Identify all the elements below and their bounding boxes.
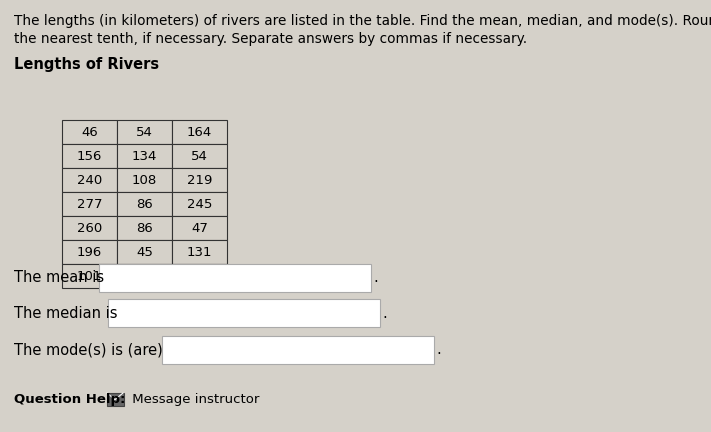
Text: 156: 156: [77, 149, 102, 162]
Text: .: .: [373, 270, 378, 286]
Text: 101: 101: [77, 270, 102, 283]
Text: 54: 54: [136, 126, 153, 139]
Bar: [117, 168, 172, 192]
Bar: [172, 240, 227, 264]
Bar: [172, 264, 227, 288]
Bar: [62, 192, 117, 216]
Bar: [117, 240, 172, 264]
Text: Lengths of Rivers: Lengths of Rivers: [14, 57, 159, 72]
Bar: [172, 192, 227, 216]
Bar: [117, 216, 172, 240]
Text: 240: 240: [77, 174, 102, 187]
FancyBboxPatch shape: [107, 393, 124, 406]
Text: 134: 134: [132, 149, 157, 162]
Text: 47: 47: [191, 222, 208, 235]
Text: The mean is: The mean is: [14, 270, 104, 286]
Text: 219: 219: [187, 174, 212, 187]
FancyBboxPatch shape: [162, 336, 434, 364]
FancyBboxPatch shape: [99, 264, 371, 292]
Bar: [117, 192, 172, 216]
Bar: [117, 144, 172, 168]
Text: 164: 164: [187, 126, 212, 139]
Text: 108: 108: [132, 174, 157, 187]
Text: 196: 196: [77, 245, 102, 258]
Text: the nearest tenth, if necessary. Separate answers by commas if necessary.: the nearest tenth, if necessary. Separat…: [14, 32, 527, 46]
Text: 86: 86: [136, 197, 153, 210]
Text: .: .: [436, 343, 441, 358]
FancyBboxPatch shape: [108, 299, 380, 327]
Bar: [62, 264, 117, 288]
Bar: [172, 168, 227, 192]
Text: The lengths (in kilometers) of rivers are listed in the table. Find the mean, me: The lengths (in kilometers) of rivers ar…: [14, 14, 711, 28]
Bar: [172, 216, 227, 240]
Text: 86: 86: [136, 222, 153, 235]
Bar: [62, 216, 117, 240]
Text: 45: 45: [136, 245, 153, 258]
Text: 245: 245: [187, 197, 212, 210]
Text: 54: 54: [191, 149, 208, 162]
Bar: [62, 240, 117, 264]
Text: The median is: The median is: [14, 305, 117, 321]
Text: 277: 277: [77, 197, 102, 210]
Text: 131: 131: [187, 245, 213, 258]
Bar: [117, 264, 172, 288]
Bar: [172, 120, 227, 144]
Text: 260: 260: [77, 222, 102, 235]
Bar: [172, 144, 227, 168]
Bar: [117, 120, 172, 144]
Bar: [62, 120, 117, 144]
Bar: [62, 144, 117, 168]
Text: Question Help:: Question Help:: [14, 394, 125, 407]
Bar: [62, 168, 117, 192]
Text: Message instructor: Message instructor: [128, 394, 260, 407]
Text: .: .: [382, 305, 387, 321]
Text: The mode(s) is (are): The mode(s) is (are): [14, 343, 163, 358]
Text: 46: 46: [81, 126, 98, 139]
